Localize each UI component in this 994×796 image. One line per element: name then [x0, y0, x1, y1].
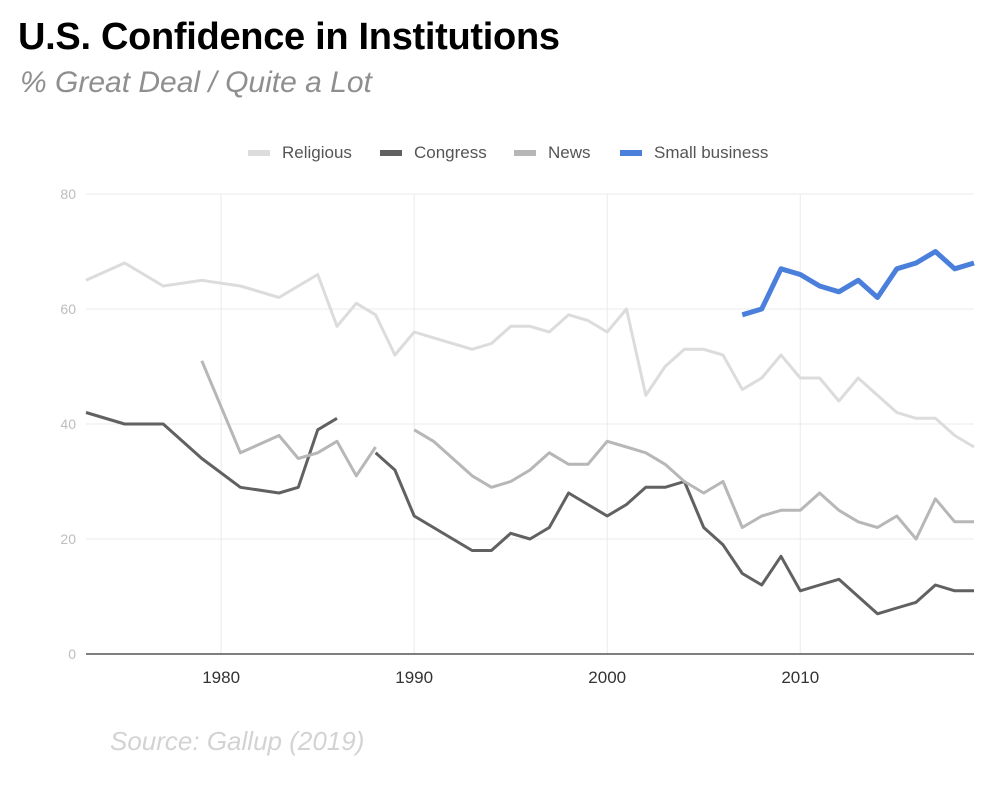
- x-tick-label-2010: 2010: [781, 668, 819, 687]
- series-line-small-business-1: [741, 249, 975, 318]
- legend-swatch-religious: [248, 150, 270, 156]
- legend-label-small-business: Small business: [654, 143, 769, 162]
- x-tick-label-2000: 2000: [588, 668, 626, 687]
- legend-swatch-congress: [380, 150, 402, 156]
- series-line-religious-1: [85, 261, 975, 449]
- legend-item-congress: Congress: [380, 140, 487, 166]
- y-tick-label-80: 80: [60, 186, 76, 202]
- legend-item-small-business: Small business: [620, 140, 768, 166]
- source-note: Source: Gallup (2019): [110, 726, 365, 756]
- legend-label-religious: Religious: [282, 143, 352, 162]
- legend-swatch-news: [514, 150, 536, 156]
- series-line-congress-1: [85, 411, 338, 495]
- legend-swatch-small-business: [620, 150, 642, 156]
- x-tick-label-1990: 1990: [395, 668, 433, 687]
- y-tick-label-20: 20: [60, 531, 76, 547]
- x-tick-label-1980: 1980: [202, 668, 240, 687]
- legend-item-news: News: [514, 140, 591, 166]
- y-tick-label-60: 60: [60, 301, 76, 317]
- y-tick-label-40: 40: [60, 416, 76, 432]
- legend-item-religious: Religious: [248, 140, 352, 166]
- legend-label-congress: Congress: [414, 143, 487, 162]
- chart-subtitle: % Great Deal / Quite a Lot: [20, 66, 372, 99]
- chart-title: U.S. Confidence in Institutions: [18, 16, 560, 58]
- series-line-congress-2: [374, 451, 974, 616]
- series-line-news-2: [413, 428, 974, 541]
- series-line-news-1: [200, 360, 377, 478]
- legend-label-news: News: [548, 143, 591, 162]
- chart-legend: Religious Congress News Small business: [0, 140, 994, 166]
- y-tick-label-0: 0: [68, 646, 76, 662]
